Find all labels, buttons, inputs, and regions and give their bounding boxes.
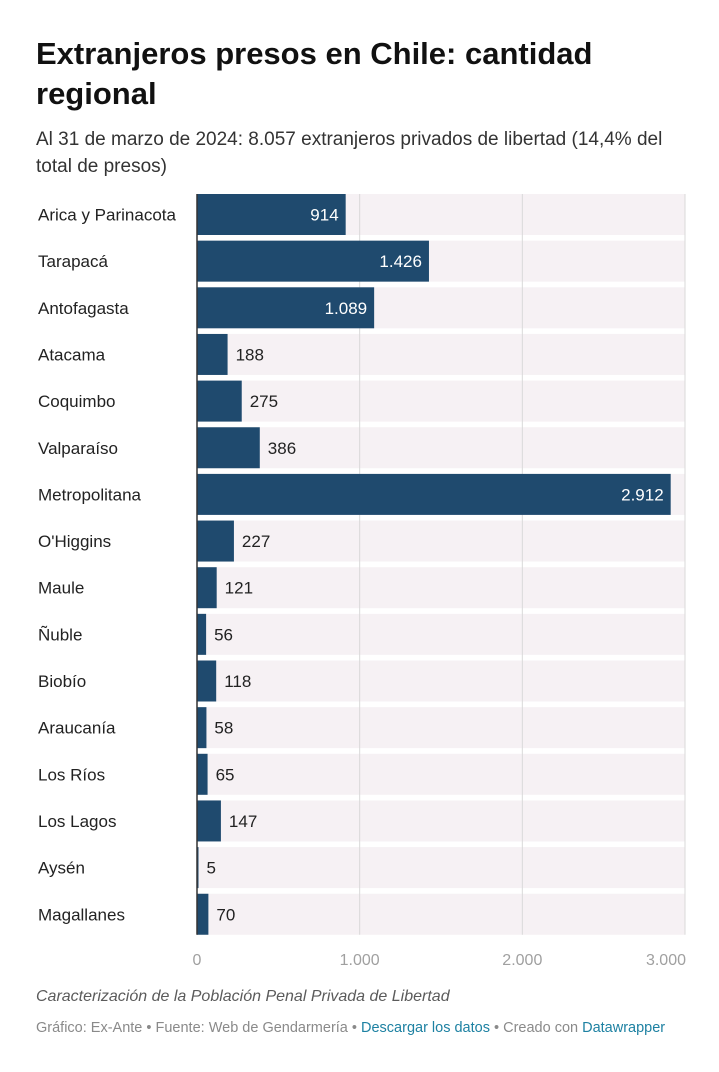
- bar: [197, 333, 228, 375]
- category-label: Magallanes: [38, 905, 125, 924]
- value-label: 1.426: [379, 252, 422, 271]
- category-label: Metropolitana: [38, 485, 142, 504]
- bar: [197, 660, 217, 702]
- category-label: Maule: [38, 579, 84, 598]
- value-label: 275: [250, 392, 278, 411]
- bar: [197, 893, 209, 935]
- bar: [197, 800, 221, 842]
- category-label: Los Lagos: [38, 812, 116, 831]
- bar-track: [197, 520, 685, 562]
- category-label: Atacama: [38, 345, 106, 364]
- value-label: 121: [225, 579, 253, 598]
- bar: [197, 427, 260, 469]
- bar-track: [197, 427, 685, 469]
- bar-track: [197, 660, 685, 702]
- credit-text: Gráfico: Ex-Ante • Fuente: Web de Gendar…: [36, 1020, 362, 1036]
- chart-notes: Caracterización de la Población Penal Pr…: [36, 988, 450, 1005]
- bar-track: [197, 847, 685, 889]
- value-label: 65: [216, 765, 235, 784]
- bar: [197, 520, 234, 562]
- bar: [197, 613, 207, 655]
- value-label: 5: [207, 859, 216, 878]
- bar: [197, 473, 671, 515]
- bar: [197, 194, 346, 235]
- bar: [197, 240, 429, 282]
- x-tick-label: 2.000: [502, 952, 542, 969]
- bar-track: [197, 380, 685, 422]
- download-data-link[interactable]: Descargar los datos: [361, 1020, 490, 1036]
- bar: [197, 707, 207, 749]
- value-label: 227: [242, 532, 270, 551]
- bar: [197, 287, 375, 329]
- x-tick-label: 1.000: [340, 952, 380, 969]
- bar: [197, 567, 217, 609]
- bar-track: [197, 613, 685, 655]
- value-label: 70: [216, 905, 235, 924]
- category-label: Valparaíso: [38, 439, 118, 458]
- chart-footer: Gráfico: Ex-Ante • Fuente: Web de Gendar…: [36, 1018, 686, 1038]
- category-label: Biobío: [38, 672, 86, 691]
- datawrapper-link[interactable]: Datawrapper: [582, 1020, 666, 1036]
- value-label: 147: [229, 812, 257, 831]
- category-label: Tarapacá: [38, 252, 108, 271]
- bar-track: [197, 567, 685, 609]
- bar-track: [197, 753, 685, 795]
- value-label: 56: [214, 625, 233, 644]
- category-label: Aysén: [38, 859, 85, 878]
- value-label: 118: [224, 672, 251, 691]
- category-label: O'Higgins: [38, 532, 111, 551]
- value-label: 914: [310, 206, 338, 225]
- category-label: Antofagasta: [38, 299, 129, 318]
- category-label: Arica y Parinacota: [38, 206, 176, 225]
- bar-chart: Arica y Parinacota 914 Tarapacá 1.426 Antofa…: [38, 194, 686, 969]
- value-label: 188: [236, 345, 264, 364]
- category-label: Coquimbo: [38, 392, 116, 411]
- value-label: 386: [268, 439, 296, 458]
- value-label: 2.912: [621, 485, 664, 504]
- bar-track: [197, 333, 685, 375]
- x-tick-label: 3.000: [646, 952, 686, 969]
- bar-track: [197, 800, 685, 842]
- bar: [197, 753, 208, 795]
- category-label: Araucanía: [38, 719, 116, 738]
- bar-track: [197, 893, 685, 935]
- category-label: Los Ríos: [38, 765, 105, 784]
- category-label: Ñuble: [38, 625, 82, 644]
- chart-subtitle: Al 31 de marzo de 2024: 8.057 extranjero…: [36, 129, 663, 177]
- bar: [197, 380, 242, 422]
- chart-title: Extranjeros presos en Chile: cantidad re…: [36, 36, 593, 111]
- created-with-text: • Creado con: [489, 1020, 583, 1036]
- x-tick-label: 0: [193, 952, 202, 969]
- value-label: 58: [214, 719, 233, 738]
- value-label: 1.089: [325, 299, 368, 318]
- bar-track: [197, 707, 685, 749]
